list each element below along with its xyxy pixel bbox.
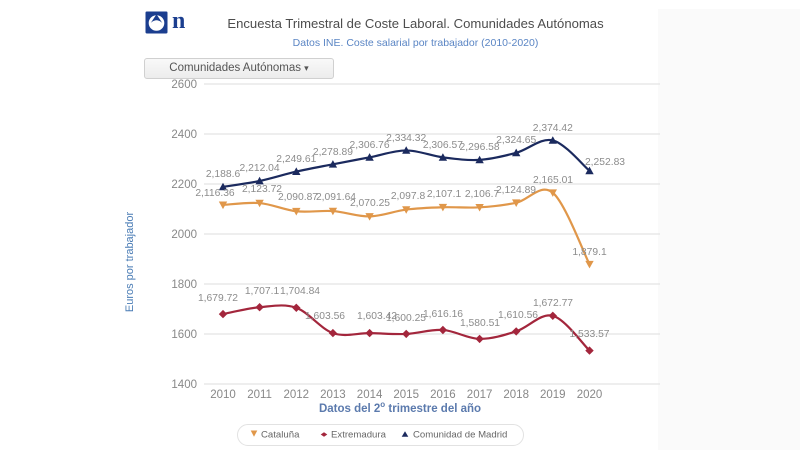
svg-text:2000: 2000 <box>171 229 197 241</box>
svg-text:2,090.87: 2,090.87 <box>278 192 318 203</box>
svg-text:1,679.72: 1,679.72 <box>198 293 238 304</box>
svg-text:2,124.89: 2,124.89 <box>496 185 536 196</box>
svg-text:1,610.56: 1,610.56 <box>498 310 538 321</box>
svg-text:Euros por trabajador: Euros por trabajador <box>124 212 136 313</box>
svg-text:2,252.83: 2,252.83 <box>585 157 625 168</box>
svg-text:2200: 2200 <box>171 179 197 191</box>
svg-text:1,603.56: 1,603.56 <box>305 311 345 322</box>
svg-text:2600: 2600 <box>171 79 197 91</box>
svg-text:2,324.65: 2,324.65 <box>496 135 536 146</box>
svg-text:2,165.01: 2,165.01 <box>533 175 573 186</box>
svg-text:2,123.72: 2,123.72 <box>242 184 282 195</box>
svg-text:2,188.6: 2,188.6 <box>206 169 241 180</box>
svg-text:2,334.32: 2,334.32 <box>386 133 426 144</box>
svg-text:1600: 1600 <box>171 329 197 341</box>
svg-text:2,107.1: 2,107.1 <box>427 189 462 200</box>
svg-text:1800: 1800 <box>171 279 197 291</box>
svg-text:Cataluña: Cataluña <box>261 429 300 440</box>
svg-text:2,296.58: 2,296.58 <box>460 142 500 153</box>
svg-text:1,616.16: 1,616.16 <box>423 309 463 320</box>
svg-text:1,704.84: 1,704.84 <box>280 286 320 297</box>
svg-text:Extremadura: Extremadura <box>331 429 387 440</box>
svg-text:2,106.7: 2,106.7 <box>465 189 500 200</box>
svg-text:2400: 2400 <box>171 129 197 141</box>
svg-text:1,580.51: 1,580.51 <box>460 318 500 329</box>
svg-text:1,672.77: 1,672.77 <box>533 298 573 309</box>
svg-text:2,306.57: 2,306.57 <box>423 140 463 151</box>
svg-text:2,097.8: 2,097.8 <box>391 191 426 202</box>
svg-text:2,374.42: 2,374.42 <box>533 123 573 134</box>
svg-text:2,306.76: 2,306.76 <box>350 140 390 151</box>
svg-text:1400: 1400 <box>171 379 197 391</box>
svg-text:2,212.04: 2,212.04 <box>240 163 280 174</box>
svg-text:2,249.61: 2,249.61 <box>276 154 316 165</box>
svg-text:2,116.36: 2,116.36 <box>195 188 235 199</box>
svg-text:2,278.89: 2,278.89 <box>313 147 353 158</box>
svg-text:1,707.1: 1,707.1 <box>245 286 280 297</box>
svg-text:1,533.57: 1,533.57 <box>569 329 609 340</box>
svg-text:1,600.25: 1,600.25 <box>386 313 426 324</box>
svg-text:2,070.25: 2,070.25 <box>350 198 390 209</box>
svg-text:1,879.1: 1,879.1 <box>572 247 607 258</box>
svg-text:Comunidad de Madrid: Comunidad de Madrid <box>413 429 507 440</box>
